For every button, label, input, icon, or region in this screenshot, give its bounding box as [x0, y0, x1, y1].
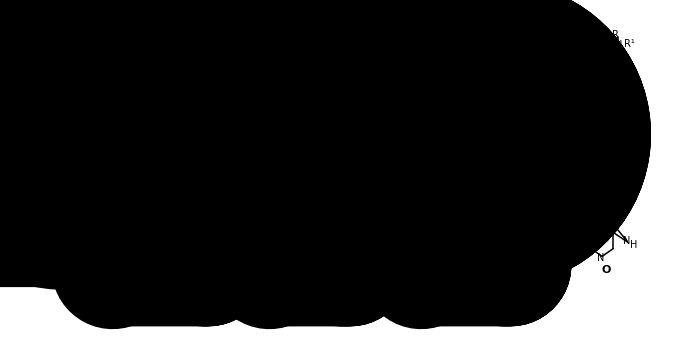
Text: Cl: Cl: [575, 241, 584, 251]
Text: F: F: [476, 192, 482, 202]
Text: HNRR¹: HNRR¹: [517, 250, 549, 261]
Text: H: H: [624, 98, 632, 109]
Text: HO: HO: [270, 254, 283, 263]
Text: N: N: [621, 182, 628, 192]
Text: N: N: [477, 236, 484, 246]
Text: Ts: Ts: [335, 107, 343, 116]
Text: J: J: [301, 131, 305, 141]
Text: N: N: [614, 40, 622, 50]
Text: N: N: [623, 236, 630, 246]
Text: Br: Br: [245, 77, 256, 87]
Text: H: H: [484, 240, 491, 251]
Text: F: F: [265, 46, 271, 56]
Text: N: N: [367, 177, 374, 187]
Text: F: F: [182, 215, 188, 225]
Text: R¹: R¹: [624, 39, 635, 49]
Text: F: F: [466, 50, 471, 60]
Text: N: N: [603, 219, 611, 230]
Text: N: N: [319, 95, 326, 105]
Text: O: O: [602, 265, 611, 275]
Text: N: N: [597, 253, 604, 263]
Text: N: N: [617, 95, 624, 105]
Text: M: M: [281, 268, 291, 278]
Text: Cl: Cl: [348, 166, 356, 176]
Text: L: L: [167, 261, 174, 271]
Text: 50: 50: [442, 131, 456, 141]
Text: O: O: [185, 45, 193, 55]
Text: N: N: [282, 238, 290, 247]
Text: F: F: [300, 213, 305, 223]
Text: OH: OH: [291, 254, 305, 263]
Text: R: R: [617, 172, 624, 182]
Text: N: N: [591, 112, 598, 121]
Text: N: N: [390, 161, 396, 171]
Text: N: N: [300, 78, 307, 88]
Text: H: H: [473, 98, 481, 109]
Text: LiOH, ТГФ, H₂O: LiOH, ТГФ, H₂O: [347, 121, 416, 130]
Text: R¹: R¹: [630, 181, 641, 191]
Text: N: N: [457, 219, 465, 230]
Text: Br: Br: [359, 150, 368, 159]
Text: N: N: [163, 99, 170, 110]
Text: N: N: [451, 253, 458, 263]
Text: Ts: Ts: [204, 96, 212, 105]
Text: HNRR¹: HNRR¹: [510, 120, 542, 130]
Text: B: B: [170, 103, 178, 113]
Text: E: E: [373, 250, 380, 261]
Text: N: N: [598, 78, 605, 88]
Text: Ts: Ts: [404, 171, 412, 181]
Text: R: R: [612, 30, 619, 40]
Text: Br: Br: [162, 249, 173, 258]
Text: K: K: [596, 131, 605, 141]
Text: N: N: [293, 112, 301, 121]
Text: 48: 48: [453, 265, 467, 275]
Text: N: N: [189, 84, 196, 94]
Text: F: F: [318, 50, 324, 60]
Text: N: N: [440, 112, 447, 121]
Text: N: N: [447, 78, 454, 88]
Text: E: E: [370, 191, 378, 201]
Text: B: B: [173, 59, 180, 69]
Text: L: L: [234, 120, 240, 130]
Text: O: O: [156, 45, 164, 55]
Text: n-BuLi, B(ⁱPrO)₃: n-BuLi, B(ⁱPrO)₃: [197, 251, 261, 260]
Text: Cl: Cl: [428, 241, 438, 251]
Text: H: H: [630, 240, 637, 251]
Text: L: L: [250, 88, 257, 99]
Text: N: N: [466, 95, 473, 105]
Text: Pd(0): Pd(0): [363, 270, 389, 280]
Text: N: N: [165, 239, 173, 250]
Text: Pd(0): Pd(0): [224, 138, 250, 148]
Text: N: N: [249, 70, 257, 80]
Text: B: B: [285, 251, 292, 261]
